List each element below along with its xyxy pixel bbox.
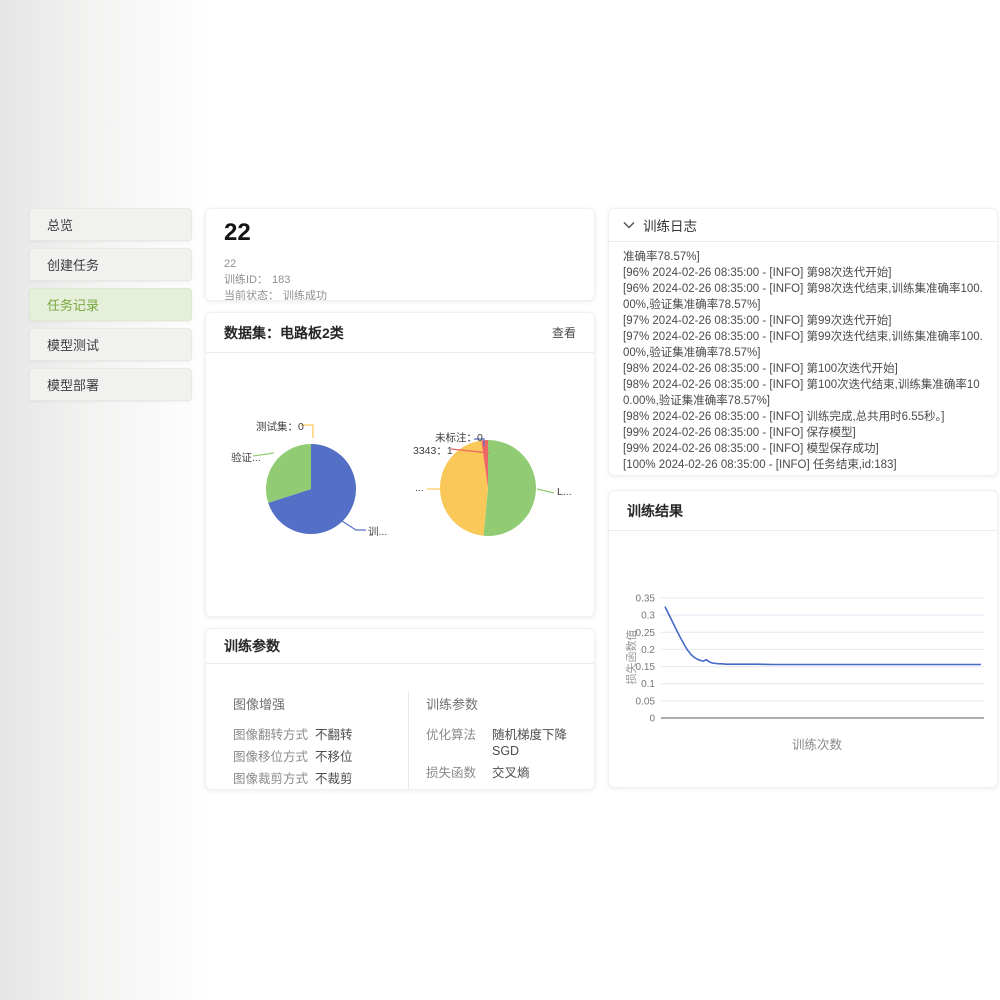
x-axis-title: 训练次数 [791,738,842,752]
image-augment-title: 图像增强 [233,697,286,712]
background-gradient [0,0,212,1000]
dataset-header: 数据集：电路板2类 查看 [206,313,594,353]
label-distribution-pie-chart [440,440,536,536]
log-line: 准确率78.57%] [623,251,700,263]
training-log-header: 训练日志 [609,209,997,242]
pie-slice [268,444,356,534]
param-row: 优化算法 随机梯度下降 SGD [426,727,583,759]
sidebar-item-model-deploy[interactable]: 模型部署 [29,368,192,401]
param-key: 损失函数 [426,766,477,780]
log-line: [97% 2024-02-26 08:35:00 - [INFO] 第99次迭代… [623,331,983,359]
sidebar-item-overview[interactable]: 总览 [29,208,192,241]
training-log-list[interactable]: 准确率78.57%] [96% 2024-02-26 08:35:00 - [IN… [609,242,997,475]
training-params-body: 图像增强 图像翻转方式 不翻转 图像移位方式 不移位 图像裁剪方式 不裁剪 训练… [206,664,594,789]
log-line: [98% 2024-02-26 08:35:00 - [INFO] 第100次迭… [623,363,898,375]
training-params-title: 训练参数 [206,629,594,664]
y-tick-label: 0.3 [641,611,655,622]
status-line: 当前状态： 训练成功 [224,288,576,301]
train-settings-column: 训练参数 优化算法 随机梯度下降 SGD 损失函数 交叉熵 [408,694,583,789]
task-title: 22 [224,219,251,246]
y-tick-label: 0 [649,714,655,725]
log-line: [98% 2024-02-26 08:35:00 - [INFO] 第100次迭… [623,379,980,407]
log-line: [99% 2024-02-26 08:35:00 - [INFO] 模型保存成功… [623,443,879,455]
y-tick-label: 0.25 [636,628,656,639]
pie-label-unlabeled: 未标注：0 [435,432,483,444]
chevron-down-icon[interactable] [623,221,635,229]
loss-line [664,606,981,666]
task-name: 22 [224,258,237,270]
param-value: 随机梯度下降 SGD [492,728,568,758]
param-value: 交叉熵 [492,766,530,780]
loss-chart-svg: 0 0.05 0.1 0.15 0.2 0.25 0.3 0.35 [636,594,984,725]
training-log-card: 训练日志 准确率78.57%] [96% 2024-02-26 08:35:00 … [608,208,998,476]
param-row: 图像裁剪方式 不裁剪 [233,771,408,787]
param-key: 优化算法 [426,728,477,742]
y-tick-label: 0.15 [636,662,656,673]
sidebar-item-task-records[interactable]: 任务记录 [29,288,192,321]
param-value: 不移位 [315,750,353,764]
log-line: [100% 2024-02-26 08:35:00 - [INFO] 任务结束,… [623,459,897,471]
pie-slice [266,444,311,503]
training-params-card: 训练参数 图像增强 图像翻转方式 不翻转 图像移位方式 不移位 图像裁剪方式 不… [205,628,595,790]
log-line: [99% 2024-02-26 08:35:00 - [INFO] 保存模型] [623,427,856,439]
sidebar-item-create-task[interactable]: 创建任务 [29,248,192,281]
training-results-title: 训练结果 [609,491,997,531]
dataset-split-pie-chart [266,444,356,534]
log-line: [96% 2024-02-26 08:35:00 - [INFO] 第98次迭代… [623,267,892,279]
pie-label-line [536,488,555,494]
train-settings-title: 训练参数 [426,697,479,712]
y-tick-label: 0.05 [636,696,656,707]
training-log-title: 训练日志 [643,219,697,234]
pie-charts-row: 测试集：0 验证... 训... 未标注：0 3343：1 ... L... [206,353,594,616]
param-value: 不裁剪 [315,772,353,786]
param-key: 图像移位方式 [233,750,309,764]
param-key: 图像翻转方式 [233,728,309,742]
param-key: 图像裁剪方式 [233,772,309,786]
sidebar-item-model-test[interactable]: 模型测试 [29,328,192,361]
y-tick-label: 0.2 [641,645,655,656]
view-dataset-button[interactable]: 查看 [551,326,576,340]
pie-label-training: 训... [368,526,388,538]
dataset-title: 数据集：电路板2类 [224,324,344,341]
loss-line-chart: 0 0.05 0.1 0.15 0.2 0.25 0.3 0.35 [609,591,997,726]
dataset-card: 数据集：电路板2类 查看 测试集：0 验证... 训... 未标注：0 3343… [205,312,595,617]
param-row: 损失函数 交叉熵 [426,765,583,781]
status-value: 训练成功 [283,290,327,301]
log-line: [96% 2024-02-26 08:35:00 - [INFO] 第98次迭代… [623,283,983,311]
train-id-value: 183 [272,274,291,286]
status-label: 当前状态： [224,290,279,301]
training-results-card: 训练结果 损失函数值 0 0.05 0.1 0.15 0.2 0.25 0.3 0.35 训练… [608,490,998,788]
image-augment-column: 图像增强 图像翻转方式 不翻转 图像移位方式 不移位 图像裁剪方式 不裁剪 [233,694,408,789]
pie-label-3343: 3343：1 [413,445,453,457]
pie-label-class-b: L... [557,486,572,498]
train-id-line: 训练ID： 183 [224,272,576,288]
pie-label-class-a: ... [415,482,424,494]
pie-label-lines [252,424,555,531]
log-line: [98% 2024-02-26 08:35:00 - [INFO] 训练完成,总… [623,411,945,423]
train-id-label: 训练ID： [224,274,268,286]
sidebar: 总览 创建任务 任务记录 模型测试 模型部署 [29,208,192,408]
param-row: 图像翻转方式 不翻转 [233,727,408,743]
column-divider [408,692,409,789]
pie-label-validation: 验证... [231,452,261,464]
task-summary-card: 22 22 训练ID： 183 当前状态： 训练成功 [205,208,595,301]
param-value: 不翻转 [315,728,353,742]
log-line: [97% 2024-02-26 08:35:00 - [INFO] 第99次迭代… [623,315,892,327]
y-tick-label: 0.1 [641,679,655,690]
pie-slice [440,440,488,536]
param-row: 图像移位方式 不移位 [233,749,408,765]
y-tick-label: 0.35 [636,594,656,605]
pie-label-test-set: 测试集：0 [256,421,304,433]
pie-slice [483,440,536,536]
